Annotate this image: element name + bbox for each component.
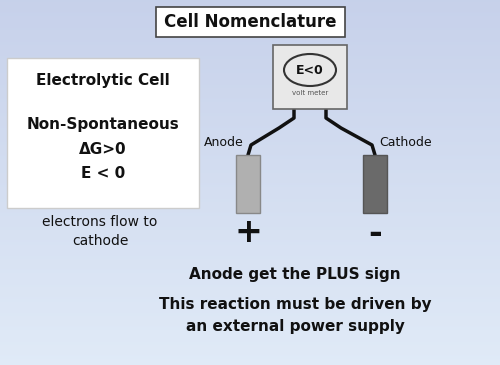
Text: an external power supply: an external power supply [186,319,404,334]
Text: Electrolytic Cell: Electrolytic Cell [36,73,170,88]
Text: E<0: E<0 [296,64,324,77]
Text: This reaction must be driven by: This reaction must be driven by [158,297,432,312]
Text: +: + [234,216,262,250]
Text: volt meter: volt meter [292,90,328,96]
Ellipse shape [284,54,336,86]
Text: E < 0: E < 0 [81,165,125,181]
Bar [363,155,387,213]
FancyBboxPatch shape [7,58,199,208]
Bar [236,155,260,213]
Text: Cell Nomenclature: Cell Nomenclature [164,13,336,31]
FancyBboxPatch shape [273,45,347,109]
Text: ΔG>0: ΔG>0 [79,142,127,157]
Text: Anode: Anode [204,137,244,150]
Text: electrons flow to: electrons flow to [42,215,158,229]
Text: cathode: cathode [72,234,128,248]
Text: Cathode: Cathode [379,137,432,150]
FancyBboxPatch shape [156,7,344,37]
Text: Non-Spontaneous: Non-Spontaneous [26,116,180,131]
Text: Anode get the PLUS sign: Anode get the PLUS sign [189,268,401,283]
Text: -: - [368,216,382,250]
